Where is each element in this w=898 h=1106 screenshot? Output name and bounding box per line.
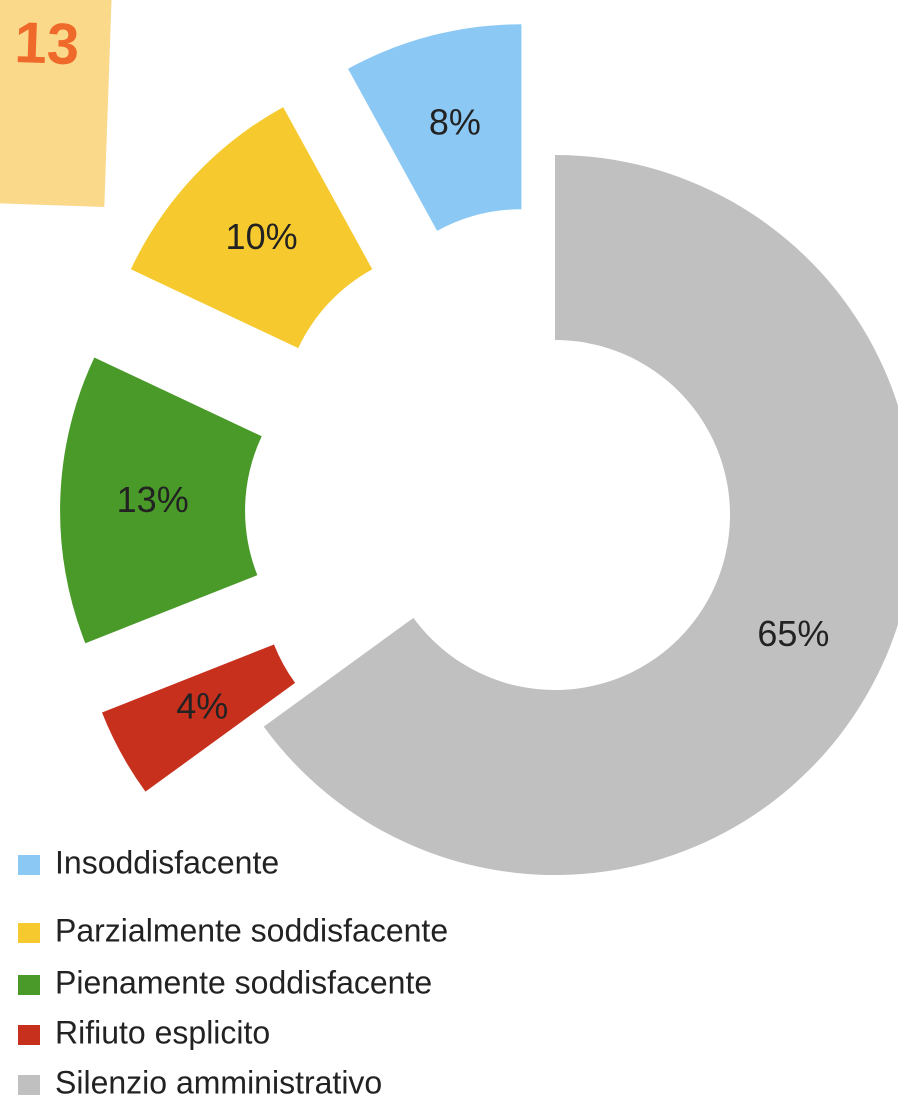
legend-swatch	[18, 1075, 40, 1095]
badge: 13	[0, 0, 113, 207]
legend-swatch	[18, 923, 40, 943]
donut-slice	[60, 357, 262, 644]
legend-label: Silenzio amministrativo	[55, 1064, 382, 1100]
badge-note	[0, 0, 113, 207]
legend-label: Parzialmente soddisfacente	[55, 912, 448, 948]
donut-slice	[347, 24, 522, 231]
legend-label: Insoddisfacente	[55, 844, 279, 880]
slice-label: 65%	[757, 613, 829, 654]
slice-label: 10%	[226, 216, 298, 257]
slice-label: 8%	[429, 102, 481, 143]
slice-label: 4%	[176, 685, 228, 726]
legend-label: Rifiuto esplicito	[55, 1014, 270, 1050]
legend-swatch	[18, 855, 40, 875]
legend-swatch	[18, 975, 40, 995]
donut-slice	[130, 107, 373, 349]
donut-slice	[263, 155, 898, 875]
badge-number: 13	[14, 10, 81, 77]
legend-swatch	[18, 1025, 40, 1045]
legend-label: Pienamente soddisfacente	[55, 964, 432, 1000]
donut-slice	[101, 644, 296, 792]
slice-label: 13%	[117, 479, 189, 520]
